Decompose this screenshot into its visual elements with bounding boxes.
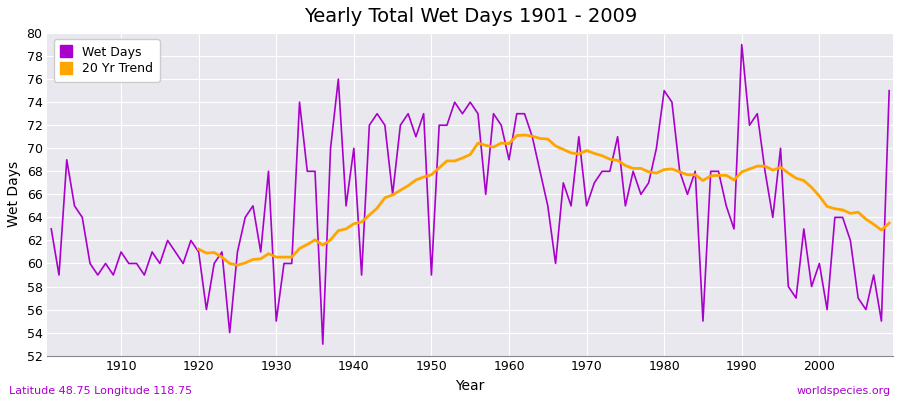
Wet Days [46, 226, 57, 231]
20 Yr Trend [884, 221, 895, 226]
Wet Days [504, 157, 515, 162]
Wet Days [333, 77, 344, 82]
Wet Days [884, 88, 895, 93]
20 Yr Trend [194, 247, 204, 252]
Y-axis label: Wet Days: Wet Days [7, 161, 21, 228]
20 Yr Trend [410, 178, 421, 182]
Line: Wet Days: Wet Days [51, 44, 889, 344]
Wet Days [318, 342, 328, 346]
X-axis label: Year: Year [455, 379, 485, 393]
20 Yr Trend [783, 171, 794, 176]
Legend: Wet Days, 20 Yr Trend: Wet Days, 20 Yr Trend [54, 39, 159, 82]
Wet Days [736, 42, 747, 47]
Wet Days [108, 272, 119, 277]
Wet Days [511, 111, 522, 116]
20 Yr Trend [294, 246, 305, 251]
20 Yr Trend [232, 263, 243, 268]
Wet Days [279, 261, 290, 266]
Line: 20 Yr Trend: 20 Yr Trend [199, 135, 889, 265]
Wet Days [605, 169, 616, 174]
Text: worldspecies.org: worldspecies.org [796, 386, 891, 396]
20 Yr Trend [519, 133, 530, 138]
Title: Yearly Total Wet Days 1901 - 2009: Yearly Total Wet Days 1901 - 2009 [303, 7, 637, 26]
20 Yr Trend [689, 172, 700, 177]
20 Yr Trend [868, 222, 879, 227]
20 Yr Trend [798, 178, 809, 183]
Text: Latitude 48.75 Longitude 118.75: Latitude 48.75 Longitude 118.75 [9, 386, 192, 396]
